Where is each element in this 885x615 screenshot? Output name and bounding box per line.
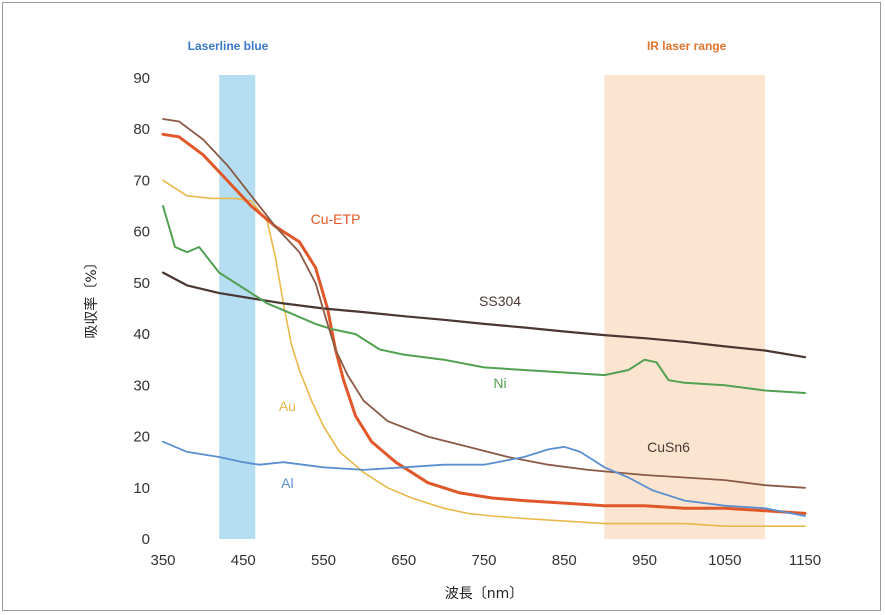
series-label-cu-etp: Cu-ETP bbox=[311, 211, 361, 227]
y-tick-label: 20 bbox=[133, 429, 150, 446]
series-label-layer: Cu-ETP SS304 Ni Au CuSn6 Al bbox=[279, 211, 690, 491]
y-tick-label: 30 bbox=[133, 377, 150, 394]
y-axis-title: 吸収率〔%〕 bbox=[83, 255, 100, 338]
x-tick-label: 850 bbox=[552, 552, 577, 569]
series-label-cusn6: CuSn6 bbox=[647, 439, 690, 455]
series-label-al: Al bbox=[281, 475, 293, 491]
x-tick-label: 950 bbox=[632, 552, 657, 569]
y-tick-label: 50 bbox=[133, 275, 150, 292]
series-line-al bbox=[162, 440, 806, 517]
series-layer bbox=[161, 118, 807, 528]
band-label-laserline-blue: Laserline blue bbox=[188, 39, 269, 53]
axes-layer: 0 10 20 30 40 50 60 70 80 90 350 450 550 650 750 850 950… bbox=[133, 70, 821, 569]
band-label-ir-laser-range: IR laser range bbox=[647, 39, 727, 53]
series-line-cu-etp bbox=[161, 132, 807, 515]
x-tick-label: 450 bbox=[231, 552, 256, 569]
x-tick-label: 350 bbox=[150, 552, 175, 569]
y-tick-label: 60 bbox=[133, 224, 150, 241]
series-label-ss304: SS304 bbox=[479, 293, 521, 309]
series-line-ss304 bbox=[161, 271, 807, 359]
series-line-au bbox=[162, 179, 806, 528]
y-tick-label: 40 bbox=[133, 326, 150, 343]
band-laserline-blue bbox=[219, 75, 256, 539]
x-tick-label: 750 bbox=[471, 552, 496, 569]
x-tick-label: 1050 bbox=[708, 552, 741, 569]
series-line-ni bbox=[162, 205, 806, 394]
x-tick-label: 550 bbox=[311, 552, 336, 569]
band-ir-laser-range bbox=[604, 75, 765, 539]
x-tick-label: 1150 bbox=[789, 552, 821, 569]
y-tick-label: 0 bbox=[142, 531, 150, 548]
y-tick-label: 80 bbox=[133, 121, 150, 138]
series-line-cusn6 bbox=[162, 118, 806, 489]
series-label-au: Au bbox=[279, 398, 296, 414]
y-tick-label: 90 bbox=[133, 70, 150, 87]
x-axis-title: 波長〔nm〕 bbox=[445, 586, 524, 602]
y-tick-label: 70 bbox=[133, 172, 150, 189]
x-tick-label: 650 bbox=[391, 552, 416, 569]
y-tick-label: 10 bbox=[133, 480, 150, 497]
series-label-ni: Ni bbox=[493, 375, 506, 391]
